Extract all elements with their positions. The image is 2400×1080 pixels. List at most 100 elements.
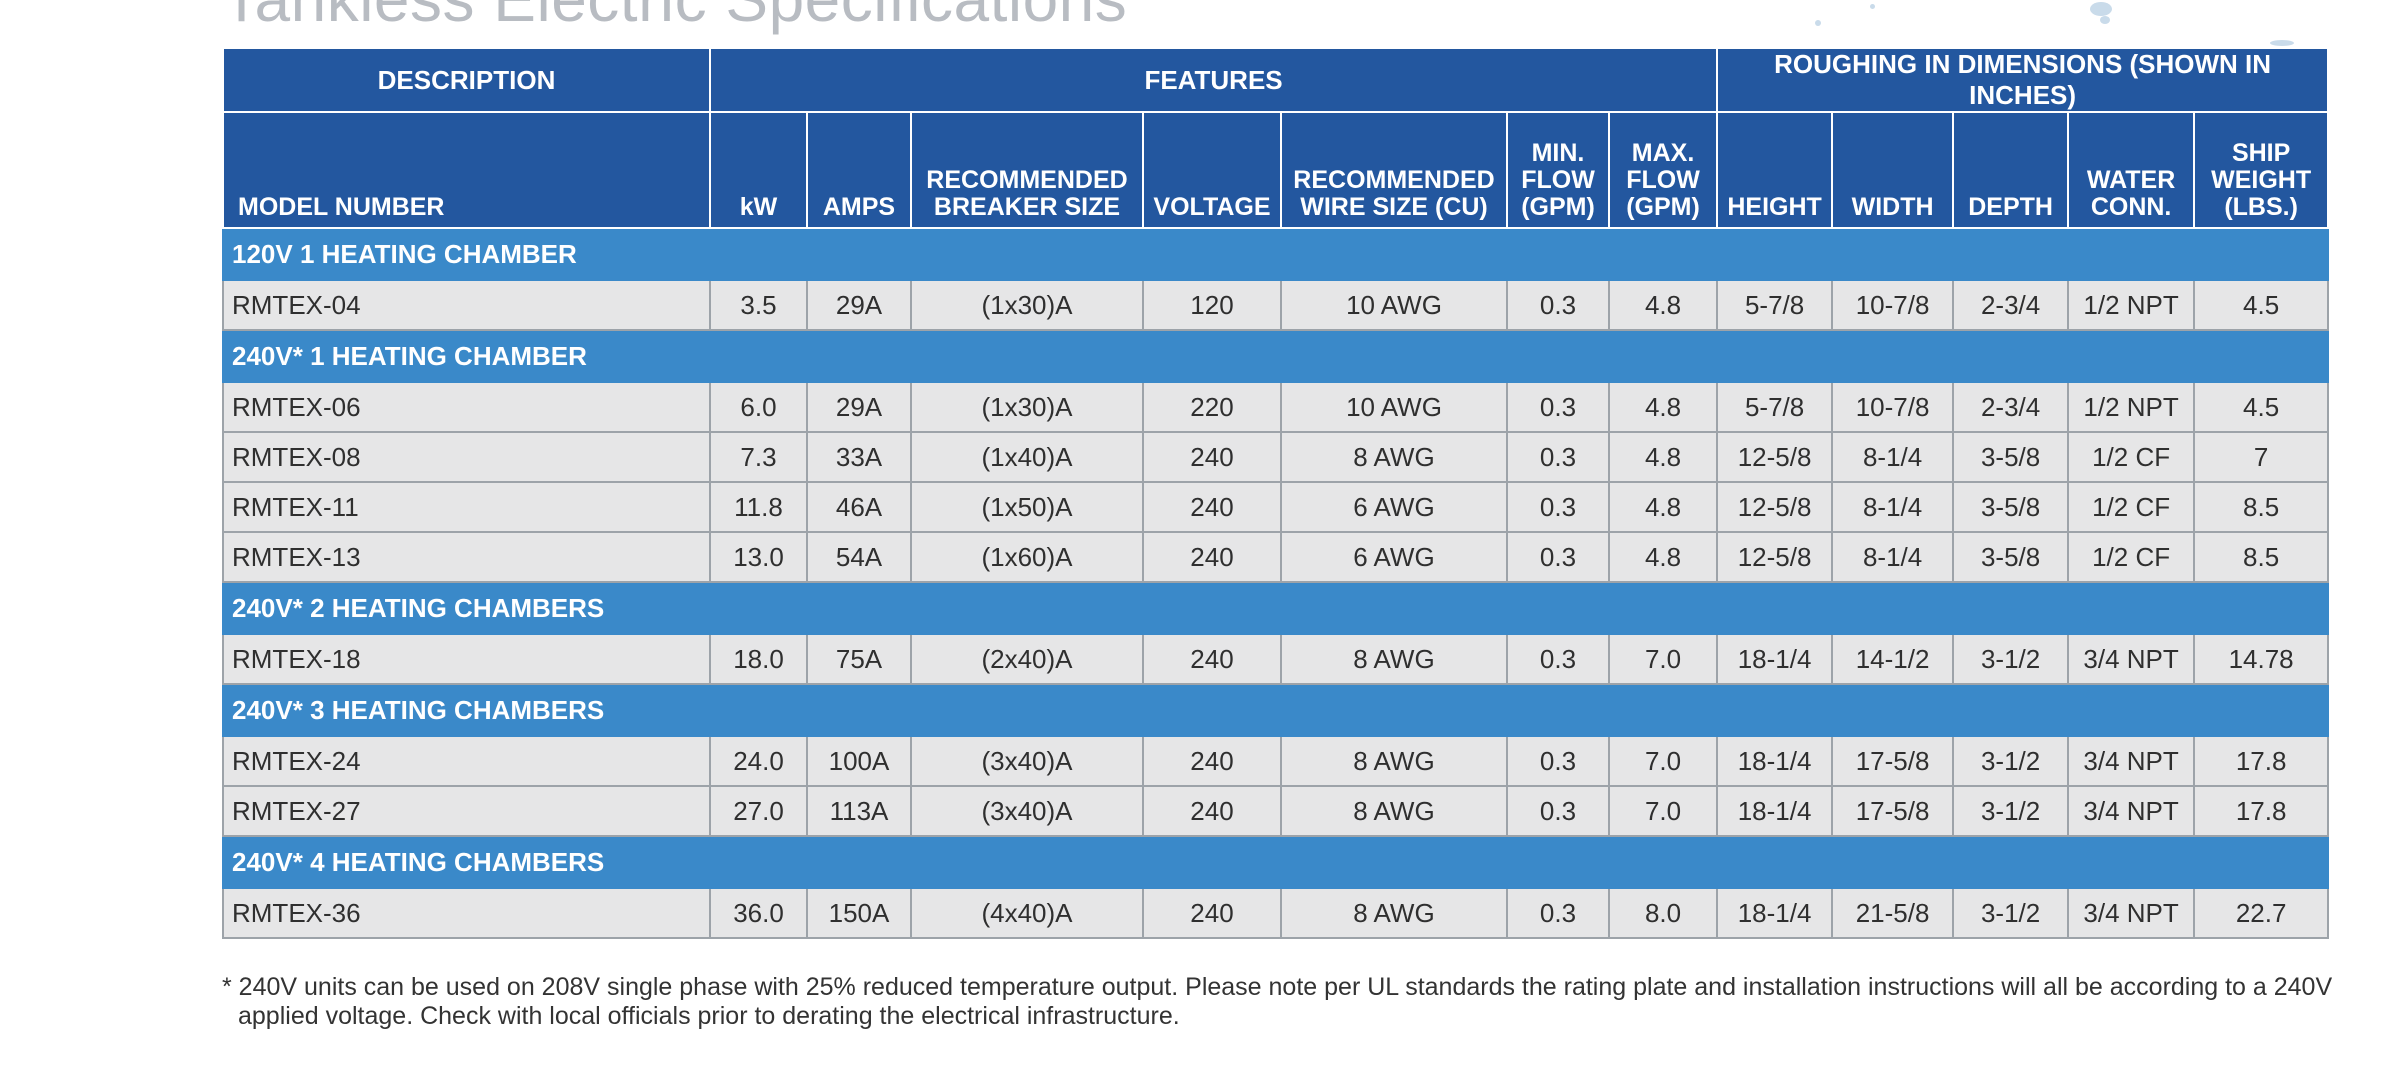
table-cell: 4.8 <box>1607 531 1719 583</box>
table-cell: 13.0 <box>709 531 808 583</box>
table-cell: 1/2 CF <box>2067 531 2196 583</box>
table-cell: 8 AWG <box>1280 887 1508 939</box>
table-cell: 0.3 <box>1506 431 1610 483</box>
table-cell: (1x30)A <box>910 279 1144 331</box>
table-cell: (2x40)A <box>910 633 1144 685</box>
table-cell: 150A <box>806 887 912 939</box>
table-cell: 7.3 <box>709 431 808 483</box>
table-cell: 8 AWG <box>1280 735 1508 787</box>
page-title: Tankless Electric Specifications <box>222 0 1127 36</box>
table-cell: 18-1/4 <box>1716 887 1834 939</box>
table-cell: 8.0 <box>1607 887 1719 939</box>
table-cell: 240 <box>1142 785 1282 837</box>
table-cell: 3/4 NPT <box>2067 633 2196 685</box>
table-cell: 24.0 <box>709 735 808 787</box>
table-cell: 3-5/8 <box>1952 531 2070 583</box>
table-cell: 10 AWG <box>1280 279 1508 331</box>
table-cell: (1x40)A <box>910 431 1144 483</box>
table-row: RMTEX-06 6.0 29A (1x30)A 220 10 AWG 0.3 4.8 5-7/… <box>222 381 2330 433</box>
table-cell: 6 AWG <box>1280 531 1508 583</box>
model-number-cell: RMTEX-18 <box>222 633 711 685</box>
table-cell: 1/2 NPT <box>2067 279 2196 331</box>
table-cell: 8-1/4 <box>1831 481 1955 533</box>
model-number-cell: RMTEX-08 <box>222 431 711 483</box>
section-label: 120V 1 HEATING CHAMBER <box>221 227 2330 281</box>
table-cell: 0.3 <box>1506 381 1610 433</box>
table-cell: 0.3 <box>1506 735 1610 787</box>
table-cell: 12-5/8 <box>1716 481 1834 533</box>
table-cell: 46A <box>806 481 912 533</box>
column-header: RECOMMENDED WIRE SIZE (CU) <box>1280 111 1508 229</box>
table-cell: 75A <box>806 633 912 685</box>
column-header: VOLTAGE <box>1142 111 1282 229</box>
table-cell: 33A <box>806 431 912 483</box>
column-header: DEPTH <box>1952 111 2070 229</box>
table-cell: 7.0 <box>1607 633 1719 685</box>
table-cell: (1x60)A <box>910 531 1144 583</box>
table-cell: 14-1/2 <box>1831 633 1955 685</box>
table-cell: 7 <box>2193 431 2330 483</box>
table-cell: 36.0 <box>709 887 808 939</box>
model-number-cell: RMTEX-11 <box>222 481 711 533</box>
table-cell: 6.0 <box>709 381 808 433</box>
section-label: 240V* 2 HEATING CHAMBERS <box>221 581 2330 635</box>
roughing-dimensions-group-header: ROUGHING IN DIMENSIONS (SHOWN IN INCHES) <box>1716 47 2330 113</box>
table-cell: 3/4 NPT <box>2067 735 2196 787</box>
model-number-cell: RMTEX-27 <box>222 785 711 837</box>
table-cell: 10-7/8 <box>1831 381 1955 433</box>
table-cell: 6 AWG <box>1280 481 1508 533</box>
section-row: 240V* 2 HEATING CHAMBERS <box>221 581 2330 635</box>
table-cell: 5-7/8 <box>1716 381 1834 433</box>
table-cell: 2-3/4 <box>1952 279 2070 331</box>
table-cell: 8-1/4 <box>1831 431 1955 483</box>
group-header-row: DESCRIPTION FEATURES ROUGHING IN DIMENSI… <box>222 47 2330 113</box>
model-number-cell: RMTEX-24 <box>222 735 711 787</box>
table-cell: 29A <box>806 279 912 331</box>
column-header: HEIGHT <box>1716 111 1834 229</box>
model-number-cell: RMTEX-36 <box>222 887 711 939</box>
section-row: 240V* 3 HEATING CHAMBERS <box>221 683 2330 737</box>
table-cell: 0.3 <box>1506 481 1610 533</box>
table-cell: 4.5 <box>2193 279 2330 331</box>
table-cell: 27.0 <box>709 785 808 837</box>
table-cell: 7.0 <box>1607 785 1719 837</box>
column-header: WIDTH <box>1831 111 1955 229</box>
table-cell: 113A <box>806 785 912 837</box>
table-cell: 17.8 <box>2193 735 2330 787</box>
column-header: SHIP WEIGHT (LBS.) <box>2193 111 2330 229</box>
table-cell: 18-1/4 <box>1716 735 1834 787</box>
table-cell: 0.3 <box>1506 279 1610 331</box>
table-cell: (1x30)A <box>910 381 1144 433</box>
table-cell: 1/2 NPT <box>2067 381 2196 433</box>
model-number-cell: RMTEX-13 <box>222 531 711 583</box>
table-cell: 240 <box>1142 481 1282 533</box>
features-group-header: FEATURES <box>708 47 1719 113</box>
section-label: 240V* 1 HEATING CHAMBER <box>221 329 2330 383</box>
table-cell: 3-1/2 <box>1952 735 2070 787</box>
column-header: RECOMMENDED BREAKER SIZE <box>910 111 1144 229</box>
table-row: RMTEX-08 7.3 33A (1x40)A 240 8 AWG 0.3 4.8 12-5/… <box>222 431 2330 483</box>
table-cell: 8 AWG <box>1280 785 1508 837</box>
table-cell: 54A <box>806 531 912 583</box>
table-cell: 8.5 <box>2193 531 2330 583</box>
table-cell: (3x40)A <box>910 785 1144 837</box>
table-cell: 1/2 CF <box>2067 431 2196 483</box>
section-label: 240V* 4 HEATING CHAMBERS <box>221 835 2330 889</box>
table-cell: 4.8 <box>1607 481 1719 533</box>
table-cell: 3/4 NPT <box>2067 887 2196 939</box>
table-cell: 240 <box>1142 431 1282 483</box>
column-header: MIN. FLOW (GPM) <box>1506 111 1610 229</box>
table-cell: 14.78 <box>2193 633 2330 685</box>
table-row: RMTEX-04 3.5 29A (1x30)A 120 10 AWG 0.3 4.8 5-7/… <box>222 279 2330 331</box>
table-cell: 4.8 <box>1607 431 1719 483</box>
table-cell: 10-7/8 <box>1831 279 1955 331</box>
table-cell: 17.8 <box>2193 785 2330 837</box>
table-cell: 12-5/8 <box>1716 531 1834 583</box>
table-cell: 0.3 <box>1506 633 1610 685</box>
table-cell: 240 <box>1142 735 1282 787</box>
column-header-row: MODEL NUMBER kW AMPS RECOMMENDED BREAKER SI… <box>222 111 2330 229</box>
table-cell: 5-7/8 <box>1716 279 1834 331</box>
table-cell: 12-5/8 <box>1716 431 1834 483</box>
table-cell: 4.8 <box>1607 279 1719 331</box>
table-cell: 240 <box>1142 887 1282 939</box>
